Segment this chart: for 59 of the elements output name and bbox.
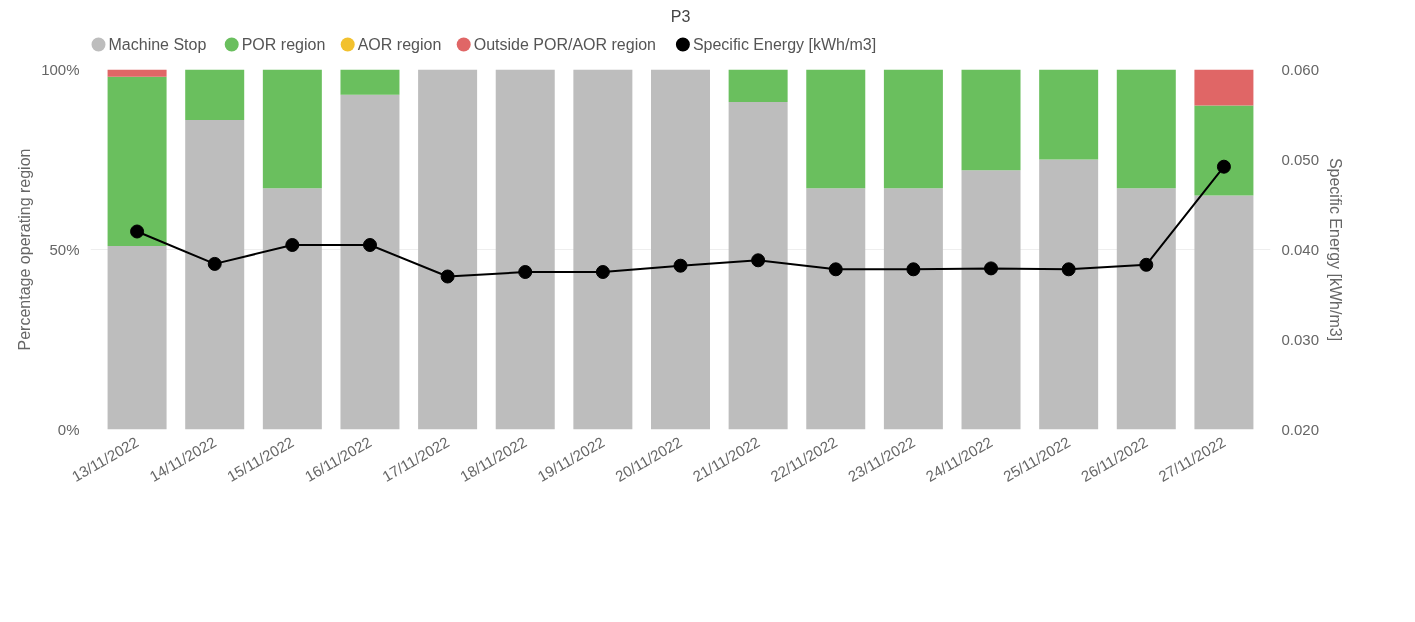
bar — [262, 69, 322, 189]
point — [984, 261, 999, 276]
y2-tick-label: 0.050 — [1281, 150, 1320, 168]
point — [828, 262, 843, 277]
y-tick-label: 100% — [41, 61, 80, 78]
bar — [418, 69, 478, 430]
legend-label: POR region — [241, 36, 326, 53]
legend-label: Machine Stop — [108, 36, 207, 53]
legend-label: Specific Energy [kWh/m3] — [692, 36, 877, 53]
point — [1139, 257, 1154, 272]
y2-tick-label: 0.060 — [1281, 60, 1320, 78]
bar — [185, 119, 245, 430]
chart-title: P3 — [670, 7, 691, 25]
point — [207, 256, 222, 271]
point — [130, 224, 145, 239]
bar — [262, 188, 322, 430]
point — [440, 269, 455, 284]
point — [751, 253, 766, 268]
bar — [107, 245, 167, 430]
bar — [806, 188, 866, 430]
bar — [961, 69, 1021, 171]
y-tick-label: 50% — [49, 241, 80, 258]
bar — [107, 69, 167, 77]
point — [906, 262, 921, 277]
legend-label: AOR region — [357, 36, 442, 53]
bar — [107, 76, 167, 246]
bar — [1194, 195, 1254, 430]
y-axis-title: Percentage operating region — [16, 148, 34, 351]
y2-axis-title: Specific Energy [kWh/m3] — [1327, 157, 1345, 342]
bar — [340, 94, 400, 430]
bar — [573, 69, 633, 430]
point — [285, 238, 300, 252]
bar — [1116, 69, 1176, 189]
bar — [883, 69, 943, 189]
bar — [1039, 69, 1099, 160]
bar — [495, 69, 555, 430]
point — [1216, 159, 1231, 174]
bar — [728, 101, 788, 430]
bar — [728, 69, 788, 102]
bar — [961, 170, 1021, 430]
bar — [1116, 188, 1176, 430]
y2-tick-label: 0.040 — [1281, 240, 1320, 258]
point — [518, 265, 533, 279]
bar — [340, 69, 400, 95]
bar — [1194, 69, 1254, 106]
bar — [883, 188, 943, 430]
y-tick-label: 0% — [57, 421, 80, 438]
point — [673, 258, 688, 273]
point — [595, 265, 610, 279]
bar — [651, 69, 710, 430]
bar — [1039, 159, 1099, 430]
y2-tick-label: 0.020 — [1281, 420, 1320, 438]
legend-label: Outside POR/AOR region — [473, 36, 656, 53]
point — [362, 238, 377, 252]
bar — [1194, 105, 1254, 196]
y2-tick-label: 0.030 — [1281, 330, 1320, 348]
bar — [185, 69, 245, 120]
point — [1061, 262, 1076, 277]
bar — [806, 69, 866, 189]
